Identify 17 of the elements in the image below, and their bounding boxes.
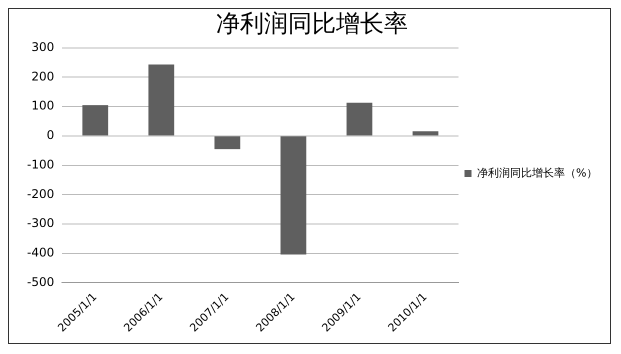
y-tick-label: 200: [31, 69, 54, 84]
y-tick-label: 100: [31, 98, 54, 113]
y-tick-label: -200: [27, 186, 54, 201]
bar: [412, 131, 438, 136]
legend-label: 净利润同比增长率（%）: [477, 166, 598, 180]
bar: [214, 136, 240, 150]
y-tick-label: -500: [27, 274, 54, 289]
bar: [82, 105, 108, 136]
y-tick-label: -300: [27, 216, 54, 230]
bar: [346, 102, 372, 136]
y-tick-label: -100: [27, 157, 54, 172]
y-tick-label: -400: [27, 245, 54, 260]
y-tick-label: 0: [46, 128, 54, 142]
bar: [148, 64, 174, 136]
bar: [280, 136, 306, 255]
y-tick-label: 300: [31, 40, 54, 54]
chart-title: 净利润同比增长率: [216, 10, 408, 38]
